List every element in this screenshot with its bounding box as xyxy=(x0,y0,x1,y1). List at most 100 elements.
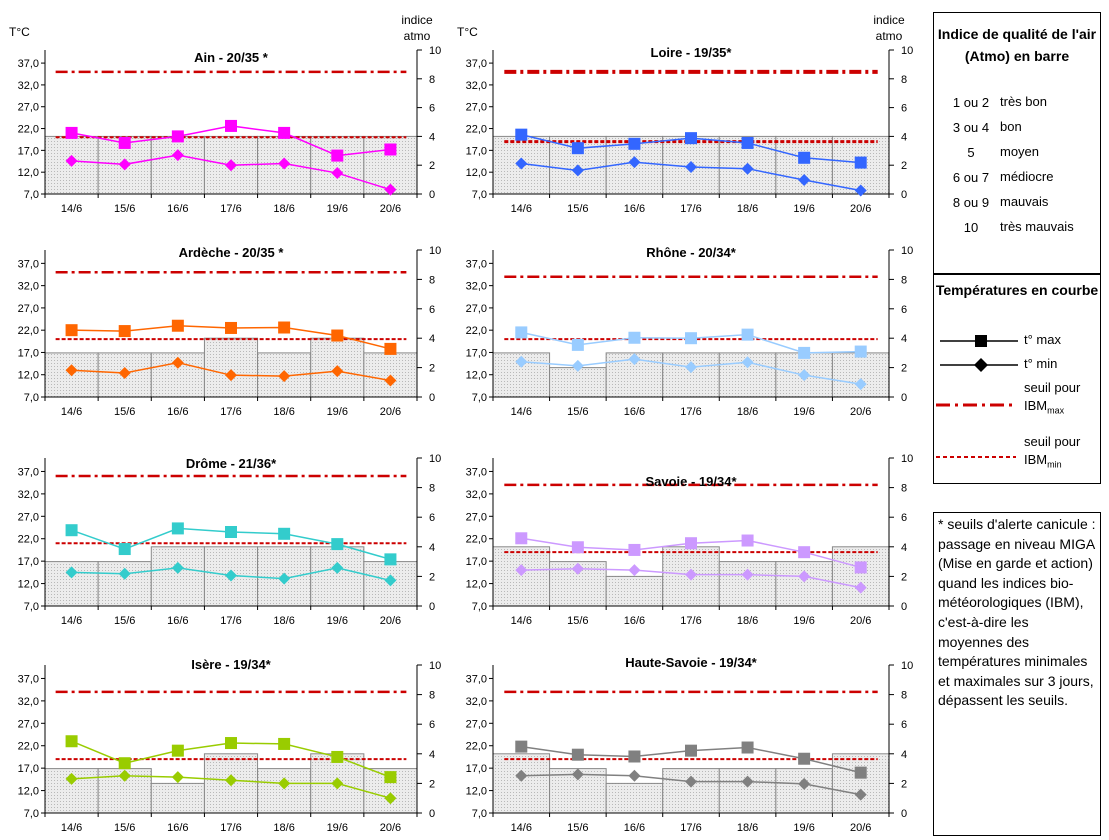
atmo-bar xyxy=(150,546,205,607)
tmax-point xyxy=(384,143,397,156)
y-tick-label: 17,0 xyxy=(466,145,487,157)
tmin-point xyxy=(628,564,641,577)
tmin-point xyxy=(225,774,237,787)
tmax-point xyxy=(515,128,528,141)
y-tick-label: 12,0 xyxy=(466,786,487,798)
y-tick-label: 7,0 xyxy=(24,808,39,820)
tmax-point xyxy=(571,748,584,761)
x-tick-label: 14/6 xyxy=(511,406,532,418)
tmax-point xyxy=(171,130,184,143)
tmin-point xyxy=(741,356,754,369)
y-tick-label: 7,0 xyxy=(24,189,39,201)
y2-tick-label: 4 xyxy=(429,542,435,554)
y-tick-label: 22,0 xyxy=(466,124,487,136)
x-tick-label: 18/6 xyxy=(737,615,758,627)
y2-tick-label: 8 xyxy=(429,690,435,702)
y-tick-label: 12,0 xyxy=(466,167,487,179)
x-tick-label: 17/6 xyxy=(220,406,241,418)
atmo-code: 10 xyxy=(963,220,979,235)
tmin-point xyxy=(571,562,584,575)
y2-tick-label: 10 xyxy=(429,660,441,672)
tmin-point xyxy=(798,369,811,382)
tmax-point xyxy=(798,151,811,164)
tmax-point xyxy=(685,332,697,345)
y2-axis-label: atmo xyxy=(876,29,903,43)
y2-tick-label: 8 xyxy=(429,74,435,86)
y-tick-label: 27,0 xyxy=(466,102,487,114)
y2-tick-label: 0 xyxy=(429,808,435,820)
y2-tick-label: 6 xyxy=(429,512,435,524)
tmin-point xyxy=(798,777,811,790)
tmin-point xyxy=(65,772,78,785)
x-tick-label: 20/6 xyxy=(380,203,401,215)
y-tick-label: 17,0 xyxy=(466,763,487,775)
atmo-code: 8 ou 9 xyxy=(952,195,990,210)
y2-tick-label: 0 xyxy=(901,808,907,820)
atmo-legend-title: Indice de qualité de l'air (Atmo) en bar… xyxy=(937,26,1097,64)
legend-divider xyxy=(934,273,1100,275)
tmax-point xyxy=(571,338,584,351)
y-tick-label: 17,0 xyxy=(466,347,487,359)
tmin-point xyxy=(65,364,78,377)
y-tick-label: 12,0 xyxy=(18,579,39,591)
tmax-point xyxy=(628,543,641,556)
x-tick-label: 15/6 xyxy=(567,615,588,627)
y-tick-label: 7,0 xyxy=(24,392,39,404)
y2-tick-label: 0 xyxy=(429,392,435,404)
tmin-point xyxy=(515,355,528,368)
tmax-point xyxy=(225,526,237,538)
tmax-point xyxy=(571,142,584,155)
tmin-point xyxy=(685,160,697,173)
tmax-point xyxy=(628,137,641,150)
x-tick-label: 20/6 xyxy=(380,615,401,627)
tmax-point xyxy=(65,735,78,748)
x-tick-label: 17/6 xyxy=(220,822,241,834)
tmin-point xyxy=(278,157,291,170)
seuil-min-text: seuil pour xyxy=(1024,434,1081,449)
chart-title: Haute-Savoie - 19/34* xyxy=(625,655,757,670)
y-tick-label: 12,0 xyxy=(18,167,39,179)
x-tick-label: 16/6 xyxy=(167,406,188,418)
y-tick-label: 37,0 xyxy=(18,258,39,270)
y-tick-label: 17,0 xyxy=(18,347,39,359)
x-tick-label: 15/6 xyxy=(567,406,588,418)
x-tick-label: 17/6 xyxy=(680,615,701,627)
tmin-point xyxy=(225,569,237,582)
atmo-label: très mauvais xyxy=(1000,219,1074,234)
x-tick-label: 16/6 xyxy=(624,406,645,418)
tmin-point xyxy=(571,768,584,781)
tmax-point xyxy=(171,319,184,332)
tmin-point xyxy=(171,356,184,369)
tmax-point xyxy=(741,136,754,149)
y-tick-label: 32,0 xyxy=(466,281,487,293)
atmo-bar xyxy=(310,135,365,195)
atmo-bar xyxy=(718,561,777,607)
atmo-label: très bon xyxy=(1000,94,1047,109)
atmo-code: 3 ou 4 xyxy=(952,120,990,135)
y2-tick-label: 4 xyxy=(901,333,907,345)
y-tick-label: 27,0 xyxy=(18,718,39,730)
x-tick-label: 14/6 xyxy=(61,406,82,418)
tmin-point xyxy=(171,149,184,162)
chart-panel: 7,0 12,0 17,0 22,0 27,0 32,0 37,0 0 2 4 6 8 10 14/6 15… xyxy=(18,453,442,627)
tmin-point xyxy=(798,174,811,187)
legend-seuil-max: seuil pour IBMmax xyxy=(934,379,1100,419)
y2-tick-label: 0 xyxy=(901,189,907,201)
y-tick-label: 32,0 xyxy=(466,696,487,708)
y-tick-label: 27,0 xyxy=(466,511,487,523)
x-tick-label: 20/6 xyxy=(380,406,401,418)
tmax-point xyxy=(798,346,811,359)
atmo-code: 6 ou 7 xyxy=(952,170,990,185)
tmax-point xyxy=(118,543,131,556)
ibm-min-sub: min xyxy=(1047,459,1062,470)
y-tick-label: 17,0 xyxy=(18,145,39,157)
x-tick-label: 14/6 xyxy=(511,822,532,834)
tmin-point xyxy=(628,156,641,169)
atmo-legend-row: 8 ou 9 mauvais xyxy=(942,195,1092,220)
y2-tick-label: 2 xyxy=(901,160,907,172)
tmin-point xyxy=(628,769,641,782)
ibm-text: IBM xyxy=(1024,452,1048,467)
tmax-point xyxy=(225,737,237,750)
tmax-point xyxy=(278,527,291,540)
x-tick-label: 20/6 xyxy=(850,822,871,834)
